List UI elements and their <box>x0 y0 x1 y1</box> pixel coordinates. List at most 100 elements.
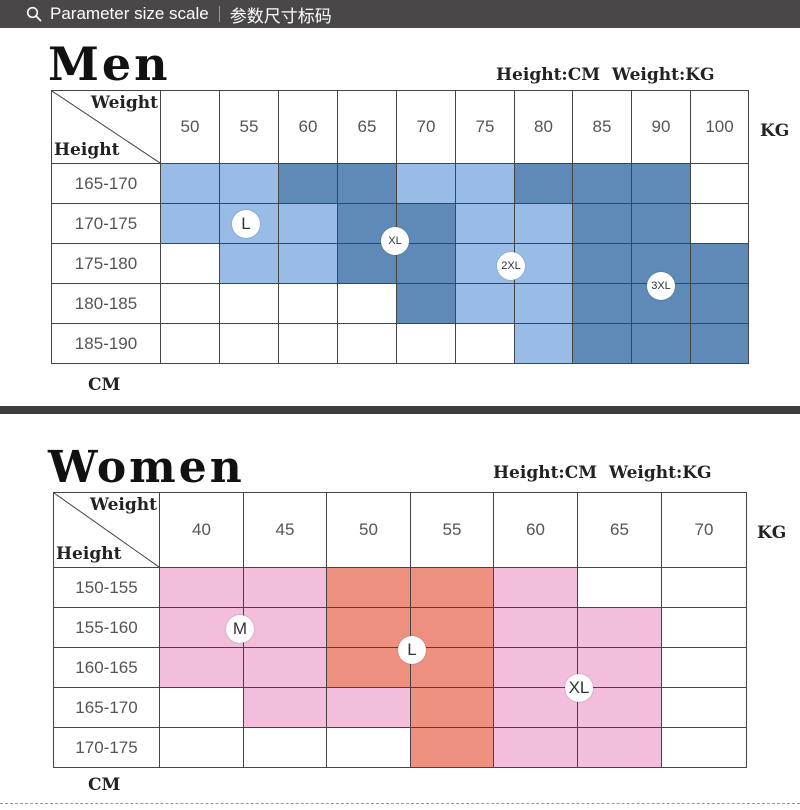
size-badge-women-m: M <box>226 615 254 643</box>
weight-header-cell: 60 <box>493 492 578 568</box>
size-cell <box>572 203 632 244</box>
size-cell <box>160 163 220 204</box>
size-cell <box>278 163 338 204</box>
size-cell <box>455 283 515 324</box>
size-cell <box>572 243 632 284</box>
weight-header-cell: 45 <box>243 492 327 568</box>
size-cell <box>572 163 632 204</box>
size-cell <box>577 647 662 688</box>
size-cell <box>661 687 747 728</box>
size-cell <box>243 647 327 688</box>
height-row-header: 175-180 <box>51 243 161 284</box>
size-cell <box>455 203 515 244</box>
women-corner-cell: Weight Height <box>53 492 160 568</box>
size-cell <box>661 607 747 648</box>
size-cell <box>631 323 691 364</box>
weight-header-cell: 55 <box>219 90 279 164</box>
weight-header-cell: 60 <box>278 90 338 164</box>
size-cell <box>278 323 338 364</box>
height-row-header: 165-170 <box>53 687 160 728</box>
size-cell <box>493 727 578 768</box>
size-cell <box>661 647 747 688</box>
corner-diagonal <box>52 91 160 163</box>
women-cm-label: CM <box>88 775 121 795</box>
size-cell <box>326 687 411 728</box>
size-badge-women-xl: XL <box>565 674 593 702</box>
size-cell <box>514 323 573 364</box>
size-cell <box>410 687 494 728</box>
size-cell <box>493 647 578 688</box>
size-cell <box>219 283 279 324</box>
size-cell <box>337 283 397 324</box>
height-row-header: 170-175 <box>51 203 161 244</box>
search-icon <box>26 6 42 22</box>
size-cell <box>278 283 338 324</box>
size-cell <box>396 283 456 324</box>
corner-height-label: Height <box>56 544 122 564</box>
table-row: 160-165 <box>53 647 747 688</box>
women-units: Height:CM Weight:KG <box>493 463 712 483</box>
weight-header-cell: 40 <box>159 492 244 568</box>
size-cell <box>631 203 691 244</box>
size-cell <box>159 567 244 608</box>
weight-header-cell: 80 <box>514 90 573 164</box>
size-cell <box>577 607 662 648</box>
height-row-header: 170-175 <box>53 727 160 768</box>
size-cell <box>514 203 573 244</box>
corner-weight-label: Weight <box>89 495 157 515</box>
size-cell <box>159 727 244 768</box>
size-cell <box>577 727 662 768</box>
size-badge-women-l: L <box>398 636 426 664</box>
size-cell <box>410 567 494 608</box>
table-row: 170-175 <box>53 727 747 768</box>
weight-header-cell: 70 <box>396 90 456 164</box>
height-row-header: 165-170 <box>51 163 161 204</box>
size-cell <box>493 567 578 608</box>
size-cell <box>690 283 749 324</box>
size-cell <box>690 243 749 284</box>
size-cell <box>219 163 279 204</box>
size-cell <box>690 323 749 364</box>
size-cell <box>514 283 573 324</box>
size-cell <box>326 727 411 768</box>
size-badge-men-xl: XL <box>381 227 409 255</box>
size-cell <box>278 243 338 284</box>
size-cell <box>219 323 279 364</box>
size-cell <box>690 203 749 244</box>
men-title: Men <box>48 37 171 91</box>
size-cell <box>572 323 632 364</box>
weight-header-cell: 75 <box>455 90 515 164</box>
size-cell <box>326 607 411 648</box>
size-badge-men-l: L <box>232 210 260 238</box>
corner-height-label: Height <box>54 140 120 160</box>
men-cm-label: CM <box>88 375 121 395</box>
size-cell <box>243 727 327 768</box>
weight-header-cell: 50 <box>326 492 411 568</box>
size-cell <box>243 687 327 728</box>
men-kg-label: KG <box>760 121 790 141</box>
header-divider <box>218 6 220 22</box>
size-cell <box>243 567 327 608</box>
size-cell <box>661 567 747 608</box>
size-cell <box>160 243 220 284</box>
size-cell <box>661 727 747 768</box>
men-size-table: Weight Height 50 55 60 65 70 75 80 85 90 100 165-… <box>51 90 749 364</box>
weight-header-cell: 90 <box>631 90 691 164</box>
weight-header-cell: 100 <box>690 90 749 164</box>
section-divider <box>0 406 800 414</box>
size-cell <box>396 323 456 364</box>
size-cell <box>337 323 397 364</box>
size-cell <box>396 163 456 204</box>
women-size-table: Weight Height 40 45 50 55 60 65 70 150-155 155-… <box>53 492 747 768</box>
bottom-dashed-divider <box>0 803 800 804</box>
women-kg-label: KG <box>757 523 787 543</box>
size-cell <box>159 687 244 728</box>
size-cell <box>326 567 411 608</box>
size-cell <box>493 607 578 648</box>
height-row-header: 160-165 <box>53 647 160 688</box>
size-cell <box>493 687 578 728</box>
height-row-header: 185-190 <box>51 323 161 364</box>
weight-header-cell: 65 <box>577 492 662 568</box>
size-badge-men-2xl: 2XL <box>497 252 525 280</box>
weight-header-cell: 65 <box>337 90 397 164</box>
